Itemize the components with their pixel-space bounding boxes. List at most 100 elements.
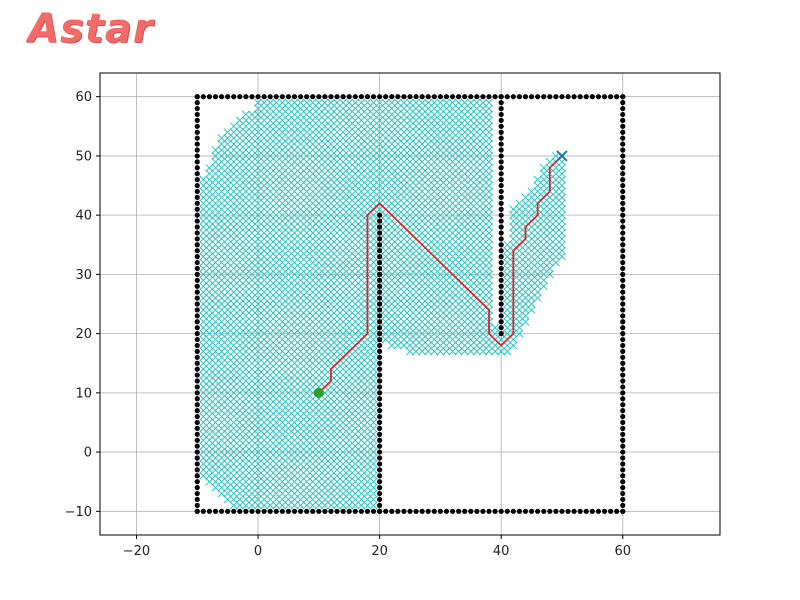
explored-node <box>260 371 269 380</box>
explored-node <box>320 199 329 208</box>
explored-node <box>460 294 469 303</box>
explored-node <box>454 116 463 125</box>
explored-node <box>369 412 378 421</box>
explored-node <box>229 424 238 433</box>
explored-node <box>351 110 360 119</box>
explored-node <box>296 335 305 344</box>
explored-node <box>327 187 335 196</box>
explored-node <box>412 252 421 261</box>
explored-node <box>551 211 560 220</box>
explored-node <box>290 217 299 226</box>
wall-node <box>571 508 577 514</box>
explored-node <box>545 234 554 243</box>
explored-node <box>339 424 348 433</box>
explored-node <box>430 110 439 119</box>
explored-node <box>241 122 250 131</box>
explored-node <box>509 217 518 226</box>
explored-node <box>466 146 475 154</box>
explored-node <box>260 459 269 468</box>
explored-node <box>241 335 250 344</box>
explored-node <box>448 335 457 344</box>
explored-node <box>387 264 396 273</box>
explored-node <box>302 258 311 267</box>
explored-node <box>272 258 281 267</box>
wall-node <box>194 259 200 266</box>
explored-node <box>369 377 378 385</box>
wall-node <box>620 425 626 431</box>
explored-node <box>320 240 329 249</box>
explored-node <box>248 465 256 474</box>
explored-node <box>320 157 329 166</box>
wall-node <box>425 508 431 514</box>
explored-node <box>211 454 220 462</box>
explored-node <box>278 311 287 320</box>
explored-node <box>412 205 421 214</box>
explored-node <box>260 400 269 409</box>
explored-node <box>248 477 256 486</box>
explored-node <box>333 400 342 409</box>
explored-node <box>327 305 335 314</box>
wall-node <box>237 508 243 514</box>
explored-node <box>241 270 250 279</box>
explored-node <box>235 270 244 279</box>
explored-node <box>339 246 348 255</box>
explored-node <box>266 406 275 415</box>
explored-node <box>284 323 293 332</box>
explored-node <box>260 448 269 457</box>
explored-node <box>266 471 275 480</box>
explored-node <box>266 223 275 231</box>
explored-node <box>302 311 311 320</box>
explored-node <box>320 305 329 314</box>
explored-node <box>320 205 329 214</box>
explored-node <box>260 288 269 297</box>
explored-node <box>345 140 354 149</box>
explored-node <box>302 270 311 279</box>
wall-node <box>194 236 200 242</box>
explored-node <box>266 252 275 261</box>
explored-node <box>412 282 421 291</box>
explored-node <box>387 288 396 297</box>
explored-node <box>266 454 275 462</box>
wall-node <box>595 508 602 514</box>
explored-node <box>363 436 372 445</box>
explored-node <box>217 169 226 178</box>
explored-node <box>363 430 372 439</box>
explored-node <box>351 471 360 480</box>
explored-node <box>351 424 360 433</box>
explored-node <box>266 483 275 492</box>
explored-node <box>333 104 342 113</box>
explored-node <box>254 300 262 308</box>
explored-node <box>558 211 566 220</box>
explored-node <box>351 418 360 427</box>
explored-node <box>278 140 287 149</box>
explored-node <box>424 282 433 291</box>
explored-node <box>399 282 408 291</box>
explored-node <box>229 146 238 154</box>
explored-node <box>290 317 299 326</box>
explored-node <box>205 211 214 220</box>
explored-node <box>296 217 305 226</box>
explored-node <box>448 151 457 160</box>
explored-node <box>235 430 244 439</box>
wall-node <box>620 159 626 165</box>
wall-node <box>498 319 504 325</box>
explored-node <box>241 371 250 380</box>
explored-node <box>478 288 487 297</box>
explored-node <box>320 175 329 184</box>
explored-node <box>357 371 366 380</box>
explored-node <box>278 442 287 451</box>
wall-node <box>377 265 383 272</box>
wall-node <box>322 508 328 514</box>
explored-node <box>211 223 220 231</box>
explored-node <box>205 163 214 172</box>
explored-node <box>351 430 360 439</box>
explored-node <box>485 223 493 231</box>
explored-node <box>478 323 487 332</box>
explored-node <box>472 157 481 166</box>
explored-node <box>369 371 378 380</box>
explored-node <box>351 495 360 504</box>
explored-node <box>211 341 220 350</box>
explored-node <box>266 276 275 285</box>
explored-node <box>284 151 293 160</box>
explored-node <box>478 347 487 356</box>
